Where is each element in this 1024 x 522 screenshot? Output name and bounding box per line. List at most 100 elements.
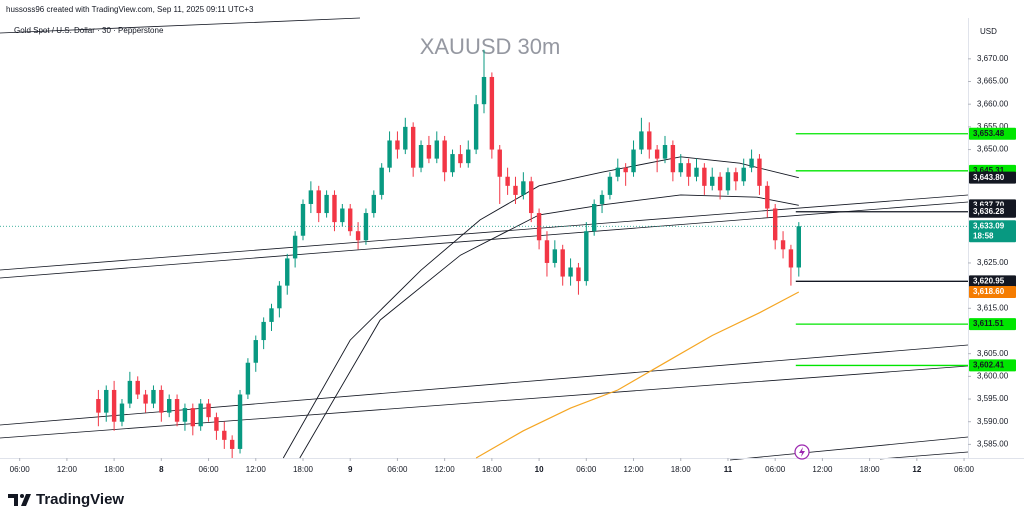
candle-body	[529, 181, 534, 214]
candle-body	[410, 126, 416, 168]
level-label-box	[969, 359, 1016, 372]
candle-body	[678, 163, 683, 173]
candle-body	[733, 172, 739, 182]
trend-line	[0, 201, 969, 279]
candle-body	[780, 240, 786, 250]
candle-body	[363, 213, 369, 241]
y-tick-label: 3,605.00	[977, 349, 1009, 358]
trend-line	[879, 451, 969, 460]
level-label: 3,645.31	[973, 166, 1005, 175]
candle-body	[450, 154, 455, 173]
candle-body	[253, 340, 258, 363]
candle-body	[159, 389, 164, 413]
y-tick-label: 3,615.00	[977, 303, 1009, 312]
trend-line	[0, 365, 969, 439]
credit: hussoss96 created with TradingView.com, …	[6, 5, 254, 14]
candle-body	[403, 126, 408, 150]
x-tick-label: 12	[912, 465, 921, 474]
candle-body	[473, 104, 479, 150]
candle-body	[269, 308, 274, 322]
brand: TradingView	[36, 491, 124, 508]
candle-body	[190, 408, 196, 427]
candle-body	[261, 321, 266, 341]
x-tick-label: 18:00	[482, 465, 503, 474]
trend-line	[0, 17, 361, 34]
candle-body	[300, 203, 306, 236]
candle-body	[615, 167, 620, 177]
candle-body	[348, 208, 353, 232]
x-tick-label: 06:00	[954, 465, 975, 474]
candle-body	[749, 158, 754, 168]
indicator-line	[282, 156, 799, 459]
x-tick-label: 10	[535, 465, 544, 474]
candle-body	[167, 399, 172, 413]
x-tick-label: 12:00	[435, 465, 456, 474]
x-tick-label: 18:00	[104, 465, 125, 474]
candle-body	[387, 140, 392, 168]
candle-body	[584, 231, 589, 282]
candle-body	[717, 176, 723, 191]
candle-body	[214, 417, 219, 431]
candle-body	[607, 176, 613, 195]
level-label-box	[969, 127, 1016, 140]
candle-body	[418, 145, 424, 168]
candle-body	[127, 380, 133, 404]
countdown: 18:58	[973, 231, 994, 240]
candle-body	[229, 439, 235, 449]
trend-line	[0, 194, 969, 271]
candle-body	[96, 399, 101, 413]
y-tick-label: 3,590.00	[977, 417, 1009, 426]
x-tick-label: 11	[724, 465, 733, 474]
level-label: 3,637.70	[973, 200, 1005, 209]
x-tick-label: 06:00	[387, 465, 408, 474]
candle-body	[324, 194, 329, 214]
candle-body	[710, 176, 715, 186]
x-tick-label: 06:00	[199, 465, 220, 474]
x-tick-label: 06:00	[576, 465, 597, 474]
x-tick-label: 12:00	[624, 465, 645, 474]
axes: 06:00 12:00 18:00 8 06:00 12:00 18:00 9 06:00 12:…	[10, 54, 1016, 474]
candle-body	[206, 403, 211, 418]
candle-body	[277, 285, 282, 309]
level-label: 3,618.60	[973, 287, 1005, 296]
x-tick-label: 8	[159, 465, 164, 474]
candle-body	[576, 267, 581, 282]
level-label: 3,611.51	[973, 319, 1004, 328]
x-tick-label: 18:00	[671, 465, 692, 474]
y-tick-label: 3,660.00	[977, 99, 1009, 108]
y-tick-label: 3,595.00	[977, 394, 1009, 403]
candle-body	[623, 167, 628, 173]
alert-icon[interactable]	[794, 444, 810, 460]
candle-body	[765, 185, 770, 209]
candle-body	[772, 208, 778, 241]
level-label: 3,636.28	[973, 207, 1005, 216]
level-label-box	[969, 220, 1016, 243]
y-tick-label: 3,585.00	[977, 440, 1009, 449]
level-label-box	[969, 171, 1016, 184]
brand-logo	[8, 494, 31, 506]
candle-body	[245, 362, 251, 395]
candle-body	[104, 389, 109, 413]
candle-body	[135, 380, 140, 395]
indicator-line	[475, 291, 800, 459]
y-tick-label: 3,670.00	[977, 54, 1009, 63]
level-label: 3,643.80	[973, 173, 1005, 182]
level-label-box	[969, 285, 1016, 298]
candle-body	[395, 140, 400, 150]
level-label-box	[969, 275, 1016, 288]
plot-area	[0, 49, 968, 459]
candle-body	[355, 231, 361, 241]
y-tick-label: 3,655.00	[977, 122, 1009, 131]
candle-body	[796, 226, 801, 268]
candle-body	[434, 140, 439, 159]
candle-body	[513, 185, 518, 195]
candle-body	[788, 249, 794, 268]
candle-body	[631, 149, 636, 173]
level-label: 3,620.95	[973, 276, 1005, 285]
candle-body	[757, 158, 762, 186]
candle-body	[379, 167, 384, 195]
candle-body	[599, 194, 605, 204]
x-tick-label: 06:00	[10, 465, 31, 474]
